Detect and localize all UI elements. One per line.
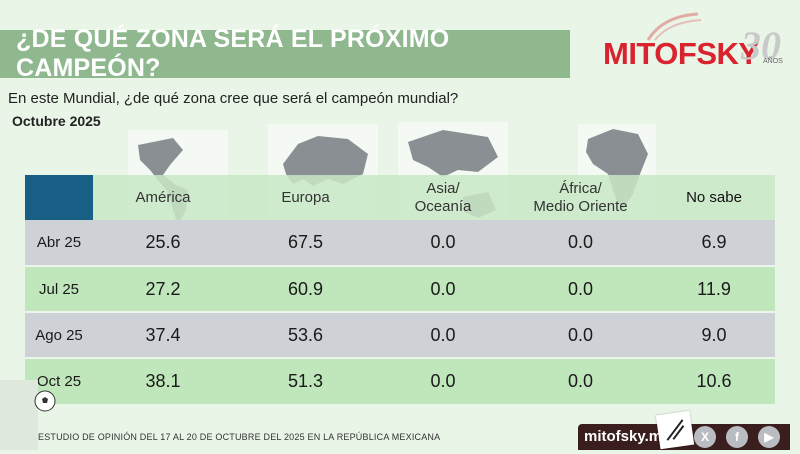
table-cell: 60.9 xyxy=(287,278,324,299)
column-header: No sabe xyxy=(686,188,742,206)
table-cell: 10.6 xyxy=(696,371,732,391)
table-cell: 0.0 xyxy=(567,278,594,299)
logo-swoosh-icon xyxy=(646,12,702,41)
table-cell: 27.2 xyxy=(145,278,181,299)
youtube-icon[interactable]: ▶ xyxy=(758,426,780,448)
column-header: Asia/ Oceanía xyxy=(414,179,472,215)
row-label: Abr 25 xyxy=(36,234,82,251)
table-cell: 0.0 xyxy=(430,324,456,345)
soccer-ball-icon xyxy=(34,390,56,412)
table-cell: 0.0 xyxy=(567,324,594,345)
row-label: Jul 25 xyxy=(38,280,80,298)
table-cell: 67.5 xyxy=(287,232,324,252)
row-label: Oct 25 xyxy=(36,373,82,390)
website-link[interactable]: mitofsky.m xyxy=(584,428,663,445)
table-cell: 53.6 xyxy=(287,324,324,345)
survey-period: Octubre 2025 xyxy=(12,113,101,129)
table-cell: 0.0 xyxy=(430,232,456,252)
table-cell: 38.1 xyxy=(145,371,181,391)
table-cell: 6.9 xyxy=(701,232,727,252)
table-row: Abr 25 25.6 67.5 0.0 0.0 6.9 xyxy=(25,220,775,266)
table-cell: 0.0 xyxy=(430,278,456,299)
asia-oceania-map-icon xyxy=(398,122,508,228)
sticky-note-icon xyxy=(655,410,695,450)
facebook-icon[interactable]: f xyxy=(726,426,748,448)
logo-text: MITOFSKY xyxy=(603,36,759,71)
table-cell: 0.0 xyxy=(567,232,594,252)
table-cell: 11.9 xyxy=(697,278,731,299)
table-cell: 0.0 xyxy=(430,371,456,391)
africa-map-icon xyxy=(578,124,656,214)
table-cell: 37.4 xyxy=(145,324,181,345)
survey-question: En este Mundial, ¿de qué zona cree que s… xyxy=(8,90,459,107)
row-label: Ago 25 xyxy=(35,326,83,344)
europe-map-icon xyxy=(268,124,378,224)
table-cell: 9.0 xyxy=(701,324,727,345)
column-header: África/ Medio Oriente xyxy=(533,179,628,215)
table-cell: 0.0 xyxy=(567,371,594,391)
table-cell: 25.6 xyxy=(145,232,181,252)
table-row: Ago 25 37.4 53.6 0.0 0.0 9.0 xyxy=(25,312,775,358)
column-header: Europa xyxy=(281,188,330,206)
x-icon[interactable]: X xyxy=(694,426,716,448)
column-header: América xyxy=(135,188,191,206)
mitofsky-logo: MITOFSKY 30 AÑOS xyxy=(603,12,793,74)
table-cell: 51.3 xyxy=(287,371,324,391)
corner-decoration xyxy=(0,380,38,450)
logo-anniversary-number: 30 xyxy=(741,23,781,68)
logo-anniversary-suffix: AÑOS xyxy=(763,58,783,65)
footer-note: ESTUDIO DE OPINIÓN DEL 17 AL 20 DE OCTUB… xyxy=(38,432,441,442)
table-row: Oct 25 38.1 51.3 0.0 0.0 10.6 xyxy=(25,358,775,404)
results-table: América Europa Asia/ Oceanía África/ Med… xyxy=(25,175,775,404)
table-header-row: América Europa Asia/ Oceanía África/ Med… xyxy=(25,175,775,220)
page-title: ¿DE QUÉ ZONA SERÁ EL PRÓXIMO CAMPEÓN? xyxy=(16,25,450,82)
title-banner: ¿DE QUÉ ZONA SERÁ EL PRÓXIMO CAMPEÓN? xyxy=(0,25,570,82)
table-corner-cell xyxy=(25,175,93,220)
table-row: Jul 25 27.2 60.9 0.0 0.0 11.9 xyxy=(25,266,775,312)
americas-map-icon xyxy=(128,130,228,230)
